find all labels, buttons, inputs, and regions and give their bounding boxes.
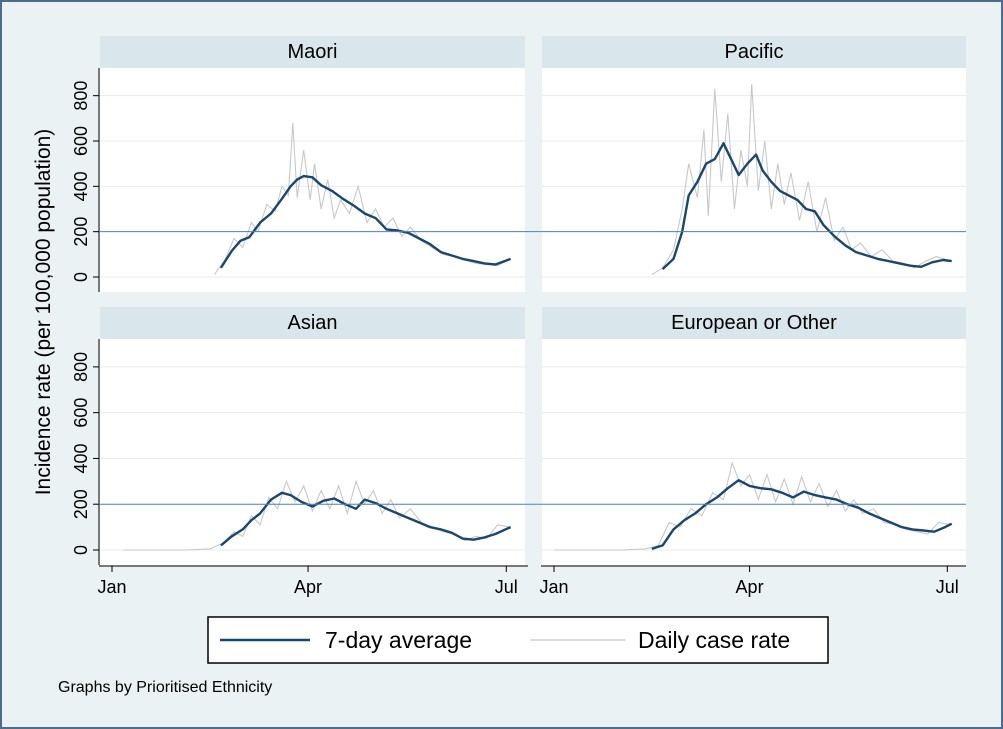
panels-group: Maori 0 200 400 600 800 Pacific Asian 0 200 400 600…	[71, 36, 966, 597]
x-tick-label: Jul	[495, 577, 518, 597]
panel-title: Pacific	[725, 41, 784, 63]
y-tick-label: 200	[71, 489, 91, 519]
panel-2: Asian 0 200 400 600 800 Jan Apr Jul	[71, 307, 528, 597]
x-tick-label: Jul	[936, 577, 959, 597]
panel-3: European or Other Jan Apr Jul	[99, 307, 966, 597]
panel-strip	[100, 307, 525, 339]
x-tick-label: Apr	[736, 577, 764, 597]
y-tick-label: 600	[71, 126, 91, 156]
x-tick-label: Jan	[539, 577, 568, 597]
y-tick-label: 200	[71, 217, 91, 247]
legend-box	[207, 616, 829, 664]
plot-area	[542, 339, 966, 565]
daily-case-rate-line	[651, 84, 952, 276]
panel-strip	[542, 307, 966, 339]
daily-case-rate-line	[213, 122, 511, 276]
legend-daily-label: Daily case rate	[638, 627, 790, 653]
y-tick-label: 800	[71, 352, 91, 382]
panel-strip	[100, 36, 525, 68]
seven-day-average-line	[219, 174, 512, 269]
legend: 7-day average Daily case rate	[207, 616, 829, 664]
plot-area	[100, 339, 525, 565]
panel-1: Pacific	[99, 36, 966, 292]
seven-day-average-line	[651, 479, 953, 551]
y-tick-label: 400	[71, 443, 91, 473]
panel-0: Maori 0 200 400 600 800	[71, 36, 525, 292]
legend-avg-label: 7-day average	[325, 627, 472, 653]
y-tick-label: 0	[71, 272, 91, 282]
panel-title: European or Other	[671, 312, 837, 334]
panel-title: Maori	[287, 41, 337, 63]
seven-day-average-line	[661, 142, 952, 270]
y-tick-label: 400	[71, 171, 91, 201]
x-tick-label: Jan	[97, 577, 126, 597]
panel-title: Asian	[287, 312, 337, 334]
panel-strip	[542, 36, 966, 68]
plot-area	[542, 68, 966, 292]
x-tick-label: Apr	[294, 577, 322, 597]
y-tick-label: 800	[71, 81, 91, 111]
y-tick-label: 600	[71, 398, 91, 428]
footnote: Graphs by Prioritised Ethnicity	[58, 679, 272, 696]
y-tick-label: 0	[71, 545, 91, 555]
y-axis-label: Incidence rate (per 100,000 population)	[32, 129, 55, 496]
